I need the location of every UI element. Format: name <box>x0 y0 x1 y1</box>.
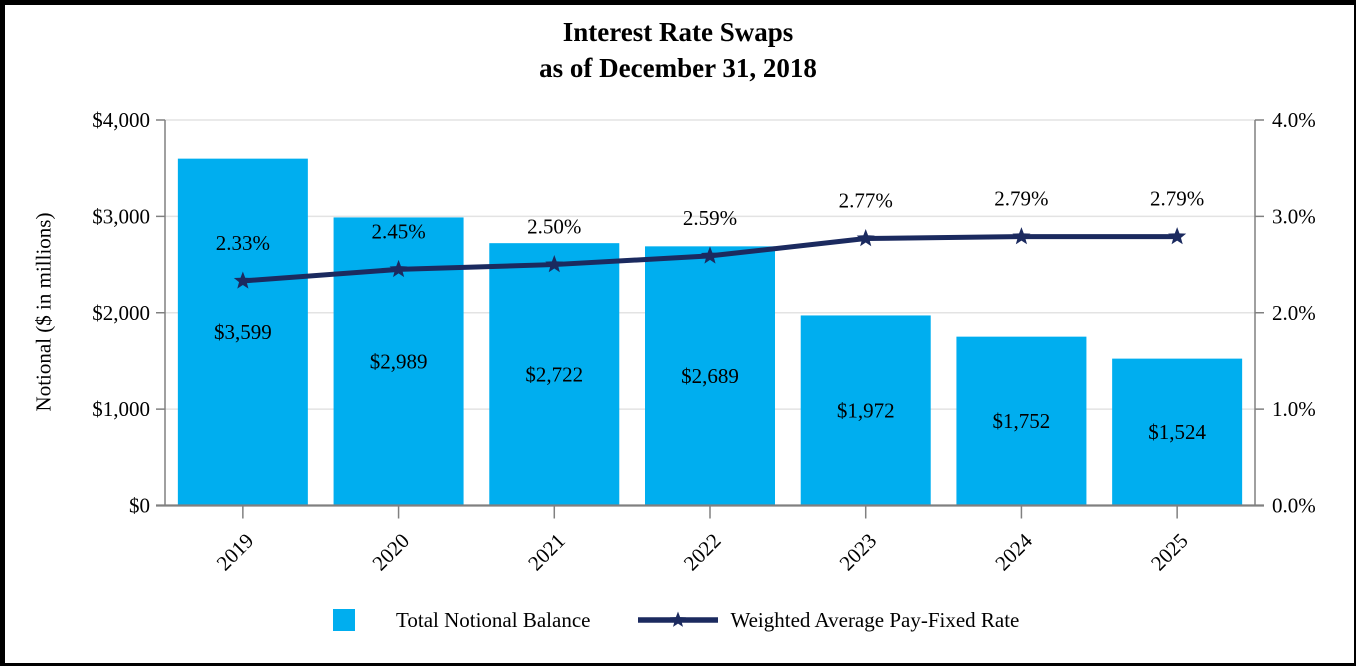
star-marker-2024 <box>1012 227 1031 245</box>
left-axis-tick-label: $1,000 <box>92 397 150 421</box>
x-axis-label-2023: 2023 <box>835 529 882 576</box>
rate-label-2021: 2.50% <box>527 215 581 239</box>
right-axis-tick-label: 3.0% <box>1272 204 1316 228</box>
bar-2019 <box>177 158 308 506</box>
chart-title: Interest Rate Swaps as of December 31, 2… <box>0 14 1356 86</box>
bar-label-2023: $1,972 <box>837 398 895 422</box>
star-marker-2023 <box>856 229 875 247</box>
rate-label-2020: 2.45% <box>371 219 425 243</box>
rate-label-2022: 2.59% <box>683 206 737 230</box>
x-axis-label-2021: 2021 <box>523 529 570 576</box>
rate-label-2024: 2.79% <box>994 187 1048 211</box>
bar-2023 <box>800 315 931 506</box>
right-axis-tick-label: 0.0% <box>1272 494 1316 518</box>
chart-title-line1: Interest Rate Swaps <box>562 17 794 47</box>
x-axis-label-2019: 2019 <box>212 529 259 576</box>
left-axis-tick-label: $0 <box>129 494 150 518</box>
rate-label-2025: 2.79% <box>1150 187 1204 211</box>
star-marker-2021 <box>545 255 564 273</box>
bar-label-2024: $1,752 <box>993 409 1051 433</box>
bar-2021 <box>489 243 620 506</box>
x-axis-label-2025: 2025 <box>1146 529 1193 576</box>
legend: Total Notional Balance Weighted Average … <box>333 604 1019 636</box>
rate-label-2019: 2.33% <box>216 231 270 255</box>
right-axis-tick-label: 1.0% <box>1272 397 1316 421</box>
bar-2022 <box>645 246 775 506</box>
rate-label-2023: 2.77% <box>839 189 893 213</box>
bar-label-2019: $3,599 <box>214 320 272 344</box>
bar-label-2021: $2,722 <box>525 362 583 386</box>
bar-2024 <box>956 336 1087 506</box>
star-marker-2022 <box>700 246 720 264</box>
star-marker-2025 <box>1168 227 1187 245</box>
legend-line-label: Weighted Average Pay-Fixed Rate <box>730 607 1020 632</box>
bar-2025 <box>1112 358 1243 506</box>
legend-bar-swatch <box>333 609 355 631</box>
left-axis-tick-label: $2,000 <box>92 301 150 325</box>
chart-title-line2: as of December 31, 2018 <box>539 53 817 83</box>
left-axis-tick-label: $4,000 <box>92 108 150 132</box>
legend-line-sample <box>638 611 719 627</box>
star-marker-2020 <box>389 259 408 278</box>
bar-label-2020: $2,989 <box>370 349 428 373</box>
legend-bar-label: Total Notional Balance <box>396 607 591 632</box>
right-axis-tick-label: 4.0% <box>1272 108 1316 132</box>
star-marker-2019 <box>233 271 252 289</box>
bar-label-2022: $2,689 <box>681 364 739 388</box>
x-axis-label-2020: 2020 <box>367 529 414 576</box>
x-axis-label-2024: 2024 <box>990 528 1037 575</box>
right-axis-tick-label: 2.0% <box>1272 301 1316 325</box>
legend-star-icon <box>670 611 687 627</box>
x-axis-label-2022: 2022 <box>679 529 726 576</box>
bar-label-2025: $1,524 <box>1148 420 1206 444</box>
left-axis-tick-label: $3,000 <box>92 204 150 228</box>
